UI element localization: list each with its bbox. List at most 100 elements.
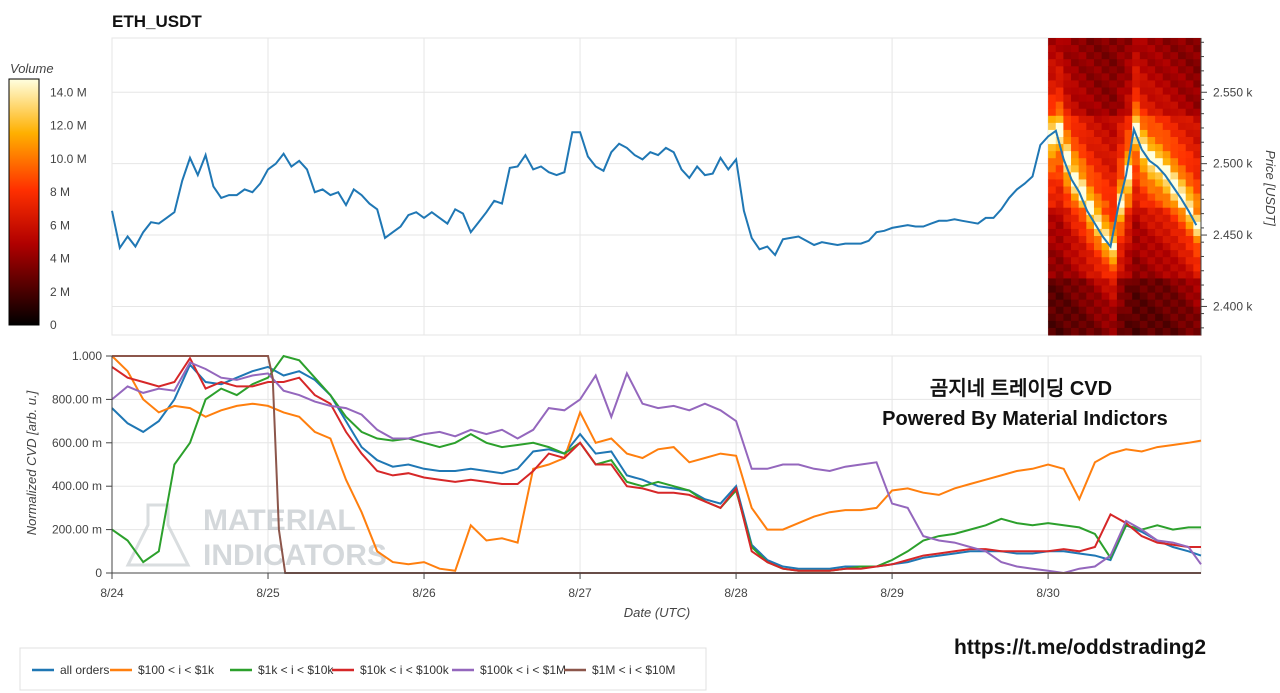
heatmap-cell	[1139, 257, 1148, 265]
heatmap-cell	[1101, 214, 1110, 223]
heatmap-cell	[1170, 94, 1179, 103]
heatmap-cell	[1178, 193, 1187, 202]
heatmap-cell	[1048, 80, 1057, 88]
heatmap-cell	[1124, 292, 1133, 301]
cvd-panel[interactable]: MATERIAL INDICATORS	[111, 354, 1202, 575]
heatmap-cell	[1063, 158, 1072, 166]
heatmap-cell	[1155, 179, 1164, 187]
heatmap-cell	[1078, 236, 1087, 244]
date-x-axis: 8/24 8/25 8/26 8/27 8/28 8/29 8/30	[100, 572, 1201, 600]
heatmap-cell	[1147, 59, 1156, 67]
heatmap-cell	[1109, 179, 1118, 187]
heatmap-cell	[1178, 264, 1187, 272]
heatmap-cell	[1093, 228, 1103, 237]
heatmap-cell	[1078, 278, 1087, 286]
heatmap-cell	[1101, 257, 1110, 265]
heatmap-cell	[1063, 264, 1072, 272]
heatmap-cell	[1116, 73, 1126, 81]
legend-item[interactable]: $100 < i < $1k	[110, 663, 215, 677]
heatmap-cell	[1193, 80, 1202, 88]
price-panel[interactable]	[111, 37, 1202, 336]
heatmap-cell	[1178, 306, 1187, 315]
legend-item[interactable]: all orders	[32, 663, 109, 677]
heatmap-cell	[1124, 108, 1133, 117]
heatmap-cell	[1155, 228, 1164, 237]
heatmap-cell	[1086, 94, 1095, 103]
heatmap-cell	[1086, 236, 1095, 244]
heatmap-cell	[1193, 306, 1202, 315]
heatmap-cell	[1185, 151, 1194, 159]
heatmap-cell	[1193, 193, 1202, 202]
heatmap-cell	[1170, 193, 1179, 202]
heatmap-cell	[1116, 306, 1126, 315]
heatmap-cell	[1193, 101, 1202, 110]
heatmap-cell	[1132, 101, 1141, 110]
heatmap-cell	[1147, 144, 1156, 152]
cvd-series-line	[111, 362, 1202, 570]
heatmap-cell	[1178, 122, 1187, 131]
heatmap-cell	[1132, 264, 1141, 272]
heatmap-cell	[1086, 243, 1095, 251]
heatmap-cell	[1178, 327, 1187, 336]
heatmap-cell	[1048, 278, 1057, 286]
heatmap-cell	[1132, 327, 1141, 336]
legend[interactable]: all orders $100 < i < $1k $1k < i < $10k $1…	[32, 663, 675, 677]
legend-item[interactable]: $1k < i < $10k	[230, 663, 334, 677]
heatmap-cell	[1063, 129, 1072, 138]
heatmap-cell	[1132, 94, 1141, 103]
heatmap-cell	[1063, 327, 1072, 336]
telegram-link[interactable]: https://t.me/oddstrading2	[954, 636, 1206, 659]
heatmap-cell	[1139, 172, 1148, 180]
heatmap-cell	[1063, 207, 1072, 216]
heatmap-cell	[1178, 101, 1187, 110]
heatmap-cell	[1162, 221, 1171, 230]
heatmap-cell	[1086, 87, 1095, 96]
heatmap-cell	[1155, 94, 1164, 103]
heatmap-cell	[1139, 94, 1148, 103]
heatmap-cell	[1178, 73, 1187, 81]
legend-item[interactable]: $10k < i < $100k	[332, 663, 450, 677]
heatmap-cell	[1139, 73, 1148, 81]
heatmap-cell	[1048, 87, 1057, 96]
heatmap-cell	[1185, 80, 1194, 88]
heatmap-cell	[1185, 200, 1194, 209]
heatmap-cell	[1078, 257, 1087, 265]
heatmap-cell	[1086, 257, 1095, 265]
heatmap-cell	[1116, 278, 1126, 286]
heatmap-cell	[1109, 101, 1118, 110]
heatmap-cell	[1071, 179, 1080, 187]
heatmap-cell	[1078, 172, 1087, 180]
heatmap-cell	[1109, 271, 1118, 279]
heatmap-cell	[1078, 264, 1087, 272]
heatmap-cell	[1109, 278, 1118, 286]
heatmap-cell	[1086, 271, 1095, 279]
heatmap-cell	[1055, 38, 1064, 46]
heatmap-cell	[1178, 108, 1187, 117]
heatmap-cell	[1093, 66, 1103, 74]
x-tick-label: 8/27	[568, 586, 592, 600]
heatmap-cell	[1048, 165, 1057, 173]
heatmap-cell	[1132, 193, 1141, 202]
heatmap-cell	[1178, 172, 1187, 180]
legend-item[interactable]: $1M < i < $10M	[564, 663, 675, 677]
heatmap-cell	[1155, 122, 1164, 131]
legend-label: $1k < i < $10k	[258, 663, 334, 677]
heatmap-cell	[1101, 292, 1110, 301]
heatmap-cell	[1155, 193, 1164, 202]
heatmap-cell	[1178, 186, 1187, 195]
heatmap-cell	[1071, 327, 1080, 336]
heatmap-cell	[1132, 299, 1141, 308]
heatmap-cell	[1078, 94, 1087, 103]
heatmap-cell	[1139, 285, 1148, 294]
heatmap-cell	[1139, 306, 1148, 315]
legend-item[interactable]: $100k < i < $1M	[452, 663, 566, 677]
heatmap-cell	[1132, 151, 1141, 159]
heatmap-cell	[1093, 129, 1103, 138]
heatmap-cell	[1063, 221, 1072, 230]
heatmap-cell	[1078, 144, 1087, 152]
heatmap-cell	[1178, 313, 1187, 322]
heatmap-cell	[1124, 236, 1133, 244]
heatmap-cell	[1101, 38, 1110, 46]
heatmap-cell	[1055, 236, 1064, 244]
heatmap-cell	[1048, 306, 1057, 315]
